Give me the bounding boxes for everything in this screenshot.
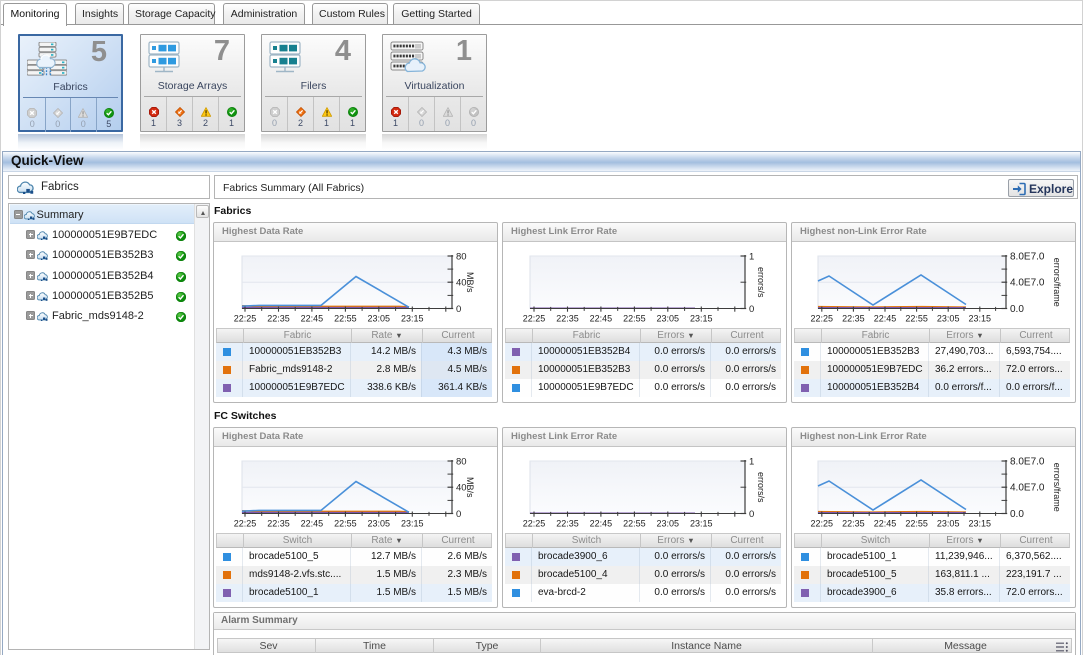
svg-text:22:25: 22:25 — [523, 314, 546, 324]
svg-text:errors/s: errors/s — [756, 267, 766, 298]
svg-text:23:05: 23:05 — [937, 314, 960, 324]
svg-text:22:35: 22:35 — [267, 314, 290, 324]
svg-text:23:15: 23:15 — [969, 519, 992, 529]
svg-text:80: 80 — [456, 457, 467, 468]
svg-text:22:35: 22:35 — [842, 314, 865, 324]
svg-text:22:45: 22:45 — [301, 314, 324, 324]
svg-text:22:45: 22:45 — [590, 519, 613, 529]
svg-text:22:45: 22:45 — [874, 314, 897, 324]
svg-text:0: 0 — [749, 509, 754, 520]
svg-text:MB/s: MB/s — [465, 477, 475, 498]
svg-text:22:45: 22:45 — [590, 314, 613, 324]
svg-text:23:15: 23:15 — [969, 314, 992, 324]
svg-text:23:15: 23:15 — [401, 519, 424, 529]
svg-text:0.0: 0.0 — [1010, 509, 1024, 520]
svg-text:23:05: 23:05 — [657, 519, 680, 529]
svg-text:errors/frame: errors/frame — [1052, 463, 1062, 512]
svg-text:22:55: 22:55 — [623, 314, 646, 324]
svg-text:40: 40 — [456, 483, 467, 494]
svg-text:23:15: 23:15 — [690, 519, 713, 529]
svg-text:23:05: 23:05 — [937, 519, 960, 529]
svg-text:23:15: 23:15 — [690, 314, 713, 324]
svg-text:22:45: 22:45 — [301, 519, 324, 529]
svg-text:22:25: 22:25 — [811, 314, 834, 324]
svg-text:4.0E7.0: 4.0E7.0 — [1010, 278, 1045, 289]
svg-text:1: 1 — [749, 457, 754, 468]
svg-text:22:25: 22:25 — [811, 519, 834, 529]
svg-text:22:35: 22:35 — [842, 519, 865, 529]
svg-text:8.0E7.0: 8.0E7.0 — [1010, 457, 1045, 468]
svg-text:22:55: 22:55 — [905, 314, 928, 324]
svg-text:0: 0 — [749, 304, 754, 315]
svg-text:22:45: 22:45 — [874, 519, 897, 529]
svg-text:0: 0 — [456, 304, 461, 315]
svg-text:22:35: 22:35 — [267, 519, 290, 529]
svg-text:8.0E7.0: 8.0E7.0 — [1010, 252, 1045, 263]
svg-text:0: 0 — [456, 509, 461, 520]
svg-text:23:15: 23:15 — [401, 314, 424, 324]
svg-text:0.0: 0.0 — [1010, 304, 1024, 315]
svg-text:4.0E7.0: 4.0E7.0 — [1010, 483, 1045, 494]
svg-text:22:35: 22:35 — [556, 519, 579, 529]
svg-text:22:55: 22:55 — [905, 519, 928, 529]
svg-text:errors/frame: errors/frame — [1052, 258, 1062, 307]
svg-text:errors/s: errors/s — [756, 472, 766, 503]
svg-text:22:35: 22:35 — [556, 314, 579, 324]
svg-text:23:05: 23:05 — [368, 519, 391, 529]
svg-text:22:55: 22:55 — [334, 314, 357, 324]
svg-text:22:25: 22:25 — [523, 519, 546, 529]
svg-text:22:55: 22:55 — [623, 519, 646, 529]
svg-text:80: 80 — [456, 252, 467, 263]
svg-text:MB/s: MB/s — [465, 272, 475, 293]
svg-text:23:05: 23:05 — [368, 314, 391, 324]
svg-text:1: 1 — [749, 252, 754, 263]
svg-text:22:25: 22:25 — [234, 314, 257, 324]
svg-text:23:05: 23:05 — [657, 314, 680, 324]
svg-text:22:25: 22:25 — [234, 519, 257, 529]
svg-text:40: 40 — [456, 278, 467, 289]
svg-text:22:55: 22:55 — [334, 519, 357, 529]
